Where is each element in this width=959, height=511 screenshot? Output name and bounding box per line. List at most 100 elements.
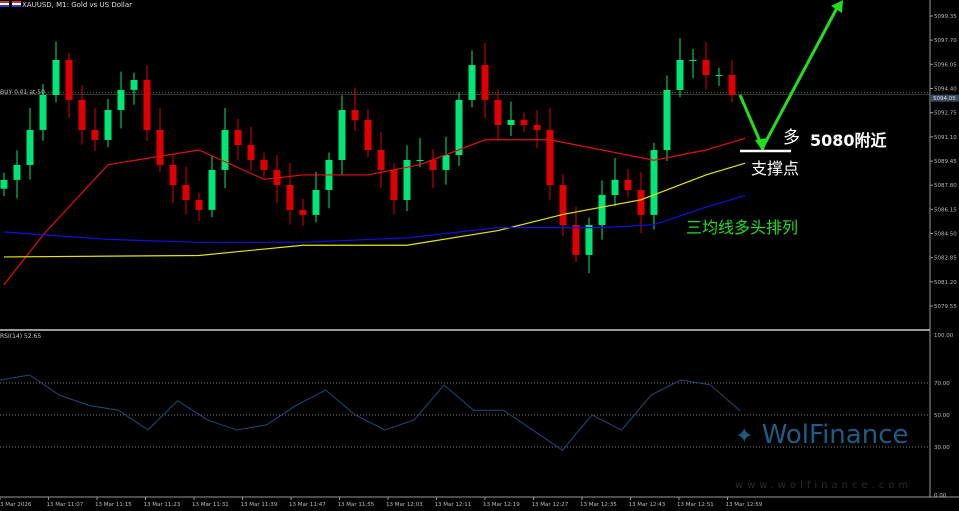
candle-body: [507, 119, 515, 125]
annotation-level: 5080附近: [810, 131, 887, 150]
time-tick-label: 13 Mar 12:35: [580, 502, 617, 508]
candle-body: [455, 99, 463, 155]
current-price-box: [931, 94, 959, 102]
rsi-tick-label: 50.00: [934, 413, 950, 419]
time-tick-label: 13 Mar 11:39: [241, 502, 278, 508]
candle-body: [468, 65, 476, 100]
time-tick-label: 13 Mar 11:23: [144, 502, 181, 508]
candle-body: [403, 159, 411, 200]
candle-body: [624, 179, 632, 190]
candle-body: [676, 59, 684, 90]
candle-body: [299, 209, 307, 215]
price-tick-label: 5089.45: [934, 159, 957, 165]
ma_fast-line: [3, 137, 746, 286]
price-tick-label: 5084.50: [934, 232, 957, 238]
rsi-label: RSI(14) 52.65: [0, 333, 42, 340]
price-tick-label: 5097.70: [934, 38, 957, 44]
time-tick-label: 13 Mar 11:47: [289, 502, 326, 508]
candle-body: [26, 129, 34, 165]
candle-body: [572, 225, 580, 255]
candle-body: [312, 190, 320, 215]
candle-body: [520, 119, 528, 125]
candle-body: [689, 59, 697, 61]
watermark-url: www.wolfinance.com: [735, 480, 913, 491]
trade-line-label: BUY 0.01 at 50: [0, 89, 45, 96]
candle-body: [208, 169, 216, 210]
price-tick-label: 5087.80: [934, 183, 957, 189]
rsi-tick-label: 30.00: [934, 445, 950, 451]
candle-body: [637, 190, 645, 215]
rsi-tick-label: 0.00: [934, 493, 947, 499]
candle-body: [182, 185, 190, 200]
candle-body: [260, 159, 268, 170]
candle-body: [156, 129, 164, 165]
candle-body: [650, 150, 658, 215]
time-tick-label: 13 Mar 12:51: [677, 502, 714, 508]
candle-body: [702, 59, 710, 76]
candle-body: [117, 89, 125, 111]
annotation-support: 支撑点: [751, 159, 800, 178]
chart-icon: [12, 1, 21, 7]
rsi-tick-label: 70.00: [934, 381, 950, 387]
candle-body: [91, 129, 99, 140]
candle-body: [78, 99, 86, 130]
price-tick-label: 5082.85: [934, 256, 957, 262]
arrow-down: [738, 94, 764, 147]
candle-body: [364, 119, 372, 151]
chart-title: XAUUSD, M1: Gold vs US Dollar: [22, 1, 133, 9]
time-tick-label: 13 Mar 12:11: [435, 502, 472, 508]
candle-body: [65, 59, 73, 100]
price-tick-label: 5096.05: [934, 62, 957, 68]
price-tick-label: 5092.75: [934, 111, 957, 117]
time-tick-label: 13 Mar 11:55: [338, 502, 375, 508]
candle-body: [338, 110, 346, 160]
candle-body: [234, 129, 242, 146]
candle-body: [546, 129, 554, 186]
candle-body: [728, 75, 736, 95]
candle-body: [247, 145, 255, 160]
candle-body: [377, 150, 385, 170]
candle-body: [195, 199, 203, 210]
time-tick-label: 13 Mar 12:27: [532, 502, 569, 508]
watermark-brand: WolFinance: [761, 420, 909, 450]
time-tick-label: 13 Mar 11:31: [192, 502, 229, 508]
candle-body: [533, 124, 541, 130]
candle-body: [663, 89, 671, 151]
candle-body: [494, 99, 502, 125]
candle-body: [481, 65, 489, 100]
candle-body: [390, 169, 398, 200]
candle-body: [559, 185, 567, 226]
candle-body: [611, 179, 619, 195]
annotation-ma-note: 三均线多头排列: [686, 218, 799, 237]
current-price-label: 5094.05: [933, 96, 956, 102]
candle-body: [13, 164, 21, 180]
candle-body: [585, 225, 593, 255]
time-tick-label: 13 Mar 12:43: [629, 502, 666, 508]
candle-body: [351, 110, 359, 120]
time-tick-label: 13 Mar 11:07: [47, 502, 84, 508]
price-tick-label: 5081.20: [934, 280, 957, 286]
rsi-tick-label: 100.00: [934, 333, 954, 339]
ma_slow-line: [3, 194, 746, 243]
arrow-head-up: [831, 0, 843, 13]
ma_mid-line: [3, 162, 746, 258]
candle-body: [130, 80, 138, 90]
flag-icon: [0, 1, 9, 7]
time-tick-label: 13 Mar 12:19: [483, 502, 520, 508]
candle-body: [429, 159, 437, 170]
arrow-up: [762, 5, 840, 146]
time-tick-label: 3 Mar 2026: [0, 502, 32, 508]
time-tick-label: 13 Mar 11:15: [95, 502, 132, 508]
candle-body: [416, 159, 424, 161]
candle-body: [52, 59, 60, 95]
candle-body: [221, 129, 229, 170]
price-tick-label: 5099.35: [934, 14, 957, 20]
candle-body: [104, 110, 112, 140]
price-tick-label: 5094.40: [934, 87, 957, 93]
candle-body: [39, 94, 47, 130]
wolf-logo-icon: ✦: [735, 424, 754, 449]
candle-body: [442, 154, 450, 170]
candle-body: [0, 179, 8, 189]
rsi-line: [0, 374, 741, 451]
